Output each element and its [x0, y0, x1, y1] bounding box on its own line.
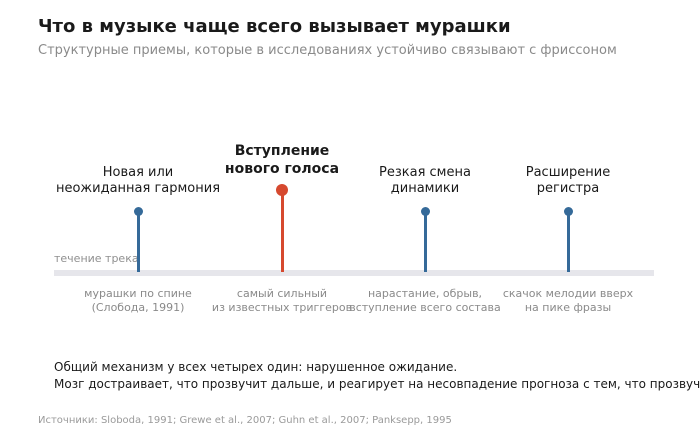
marker-label-dynamics: Резкая смена динамики [379, 165, 471, 196]
marker-caption-new-voice: самый сильный из известных триггеров [211, 287, 353, 314]
marker-caption-dynamics: нарастание, обрыв, вступление всего сост… [349, 287, 501, 314]
sources-note: Источники: Sloboda, 1991; Grewe et al., … [38, 415, 452, 426]
marker-caption-harmony: мурашки по спине (Слобода, 1991) [84, 287, 192, 314]
page-title: Что в музыке чаще всего вызывает мурашки [38, 16, 511, 37]
marker-dot-new-voice [276, 184, 288, 196]
track-line [54, 270, 654, 276]
marker-dot-dynamics [421, 207, 430, 216]
summary-text: Общий механизм у всех четырех один: нару… [54, 359, 700, 393]
marker-label-register: Расширение регистра [525, 165, 611, 196]
summary-line-2: Мозг достраивает, что прозвучит дальше, … [54, 377, 700, 391]
page-subtitle: Структурные приемы, которые в исследован… [38, 43, 617, 58]
marker-stem-dynamics [424, 214, 427, 272]
marker-label-harmony: Новая или неожиданная гармония [55, 165, 221, 196]
marker-dot-register [564, 207, 573, 216]
marker-stem-new-voice [281, 193, 284, 272]
marker-stem-harmony [137, 214, 140, 272]
marker-stem-register [567, 214, 570, 272]
track-label: течение трека [54, 252, 139, 265]
marker-dot-harmony [134, 207, 143, 216]
marker-caption-register: скачок мелодии вверх на пике фразы [502, 287, 634, 314]
summary-line-1: Общий механизм у всех четырех один: нару… [54, 360, 458, 374]
marker-label-new-voice: Вступление нового голоса [224, 143, 340, 177]
